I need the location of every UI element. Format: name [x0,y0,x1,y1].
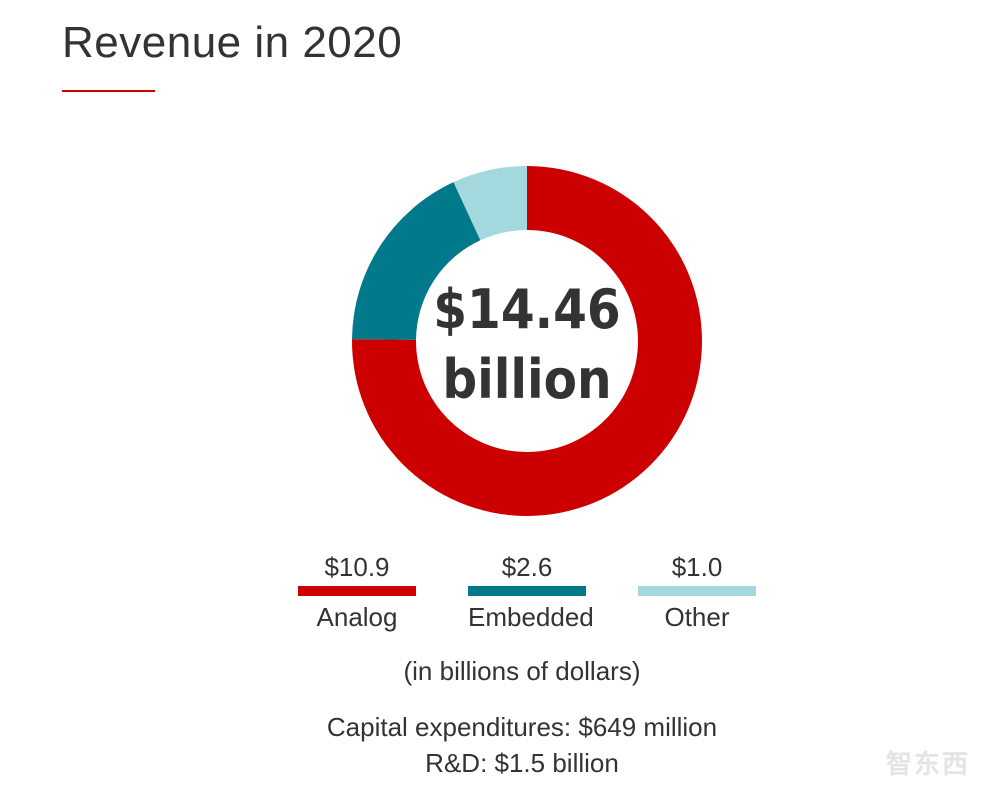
chart-title: Revenue in 2020 [62,18,403,67]
donut-slice-embedded [352,182,481,340]
donut-slice-other [453,166,527,241]
watermark-logo: 智东西 [885,749,970,779]
legend-value-embedded: $2.6 [501,552,553,582]
capex-note: Capital expenditures: $649 million [326,712,718,742]
legend-item-other: $1.0 Other [638,552,756,632]
donut-slice-analog [352,166,703,516]
legend-label-embedded: Embedded [468,602,594,632]
legend-swatch-embedded [468,586,586,596]
legend-item-embedded: $2.6 Embedded [468,552,594,632]
legend-swatch-analog [298,586,416,596]
legend-label-analog: Analog [316,602,398,632]
units-note: (in billions of dollars) [403,656,641,686]
rnd-note: R&D: $1.5 billion [425,748,619,778]
center-total-value: $14.46 [433,278,620,341]
legend-value-analog: $10.9 [324,552,390,582]
title-underline [62,90,155,92]
donut-slices [352,166,703,516]
legend-item-analog: $10.9 Analog [298,552,416,632]
center-total-unit: billion [442,348,611,411]
legend-swatch-other [638,586,756,596]
legend-value-other: $1.0 [671,552,723,582]
legend-label-other: Other [664,602,730,632]
